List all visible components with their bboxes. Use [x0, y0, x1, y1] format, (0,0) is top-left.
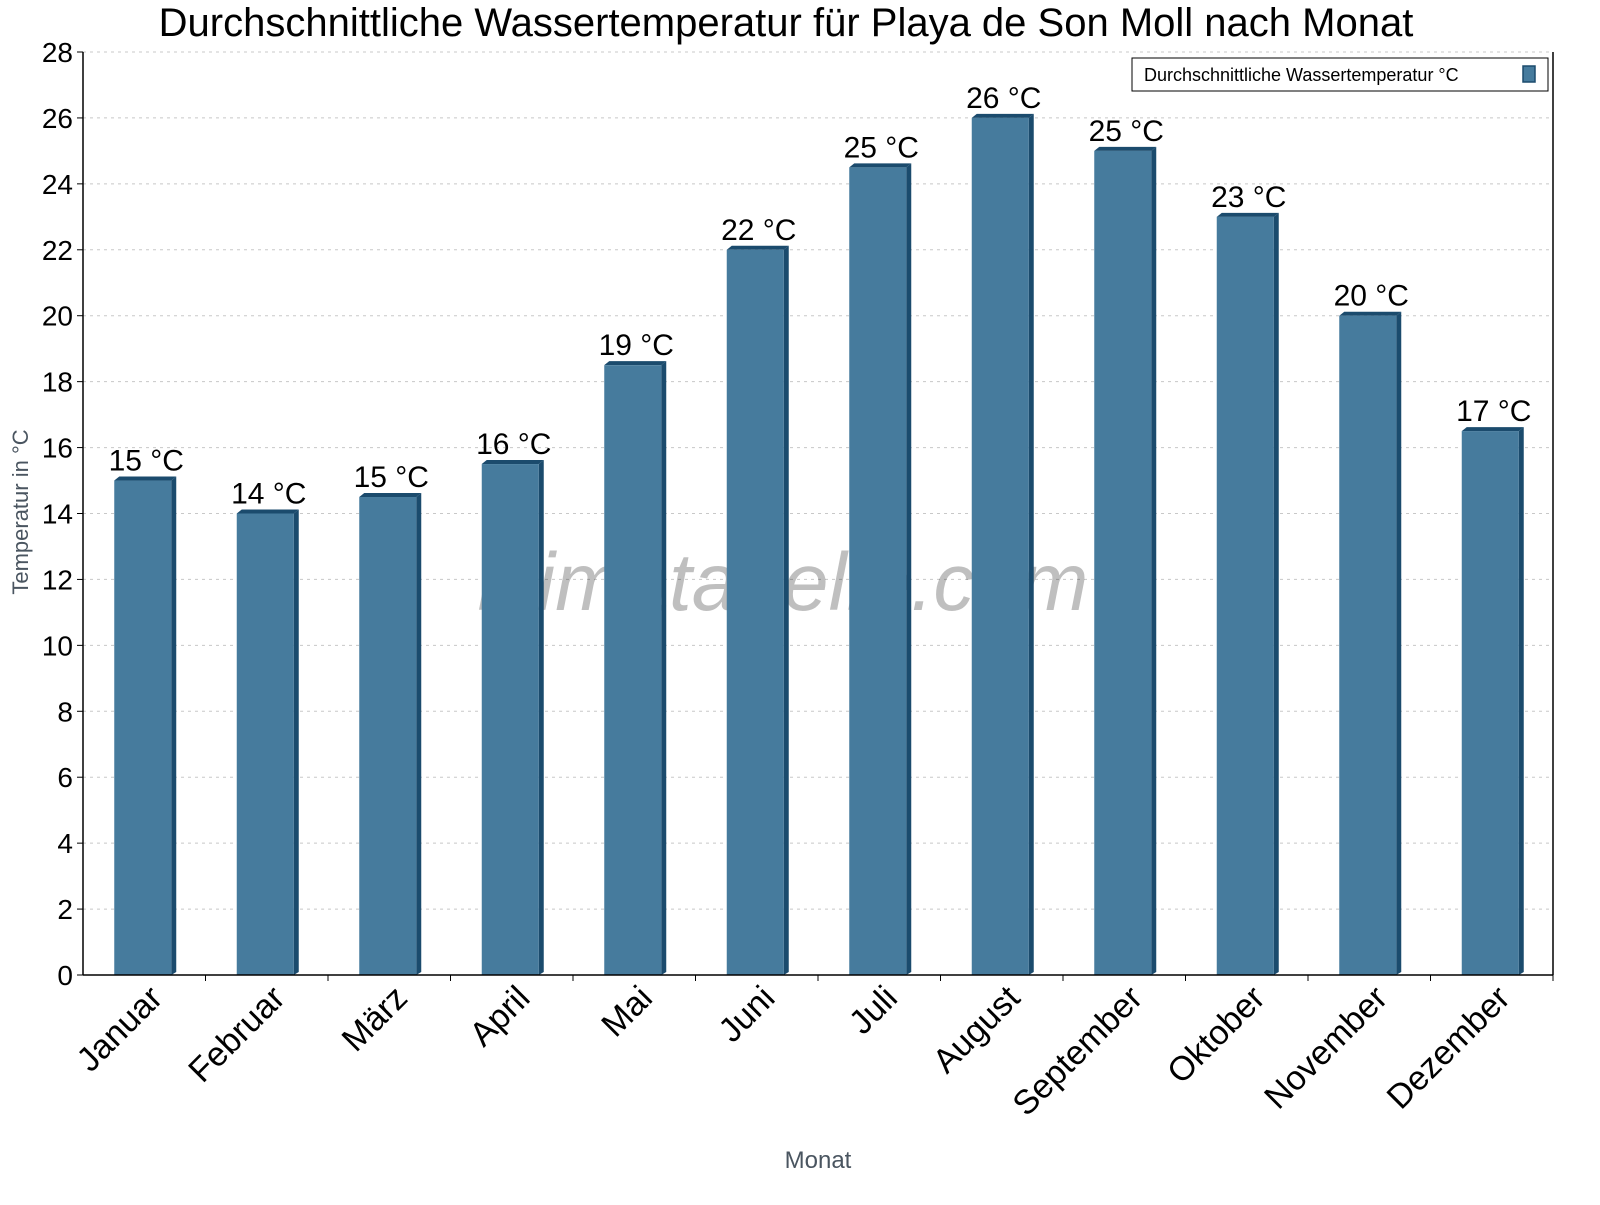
- legend-swatch: [1522, 65, 1536, 83]
- y-tick-label: 8: [57, 696, 73, 727]
- bar-side: [293, 509, 299, 975]
- bar-side: [1028, 113, 1034, 975]
- x-tick-label: Januar: [70, 979, 170, 1079]
- bar-side: [171, 476, 177, 975]
- bar-top: [236, 509, 299, 514]
- x-tick-label: März: [335, 979, 415, 1059]
- bar: [1216, 216, 1274, 976]
- y-tick-label: 0: [57, 960, 73, 991]
- data-label: 16 °C: [476, 428, 551, 461]
- bar-side: [1273, 212, 1279, 976]
- bar: [359, 497, 417, 975]
- y-tick-label: 22: [42, 235, 73, 266]
- bar: [114, 480, 172, 975]
- bar: [1461, 431, 1519, 975]
- x-tick-label: April: [462, 979, 537, 1054]
- bar-side: [783, 245, 789, 976]
- legend-box: [1131, 57, 1549, 92]
- x-tick-label: August: [926, 978, 1028, 1080]
- y-tick-label: 10: [42, 630, 73, 661]
- legend: Durchschnittliche Wassertemperatur °C: [1131, 57, 1549, 92]
- data-label: 23 °C: [1211, 181, 1286, 214]
- y-tick-label: 16: [42, 433, 73, 464]
- x-axis-label: Monat: [785, 1147, 852, 1174]
- x-tick-label: Oktober: [1160, 979, 1272, 1091]
- y-tick-label: 2: [57, 894, 73, 925]
- data-label: 22 °C: [721, 214, 796, 247]
- y-tick-label: 12: [42, 564, 73, 595]
- x-tick-label: Juli: [842, 979, 905, 1042]
- x-tick-label: Dezember: [1380, 979, 1518, 1117]
- y-tick-label: 26: [42, 103, 73, 134]
- data-label: 20 °C: [1334, 280, 1409, 313]
- bar-side: [906, 163, 912, 975]
- bar-side: [538, 460, 544, 975]
- data-label: 25 °C: [1089, 115, 1164, 148]
- bar: [726, 249, 784, 976]
- y-tick-label: 20: [42, 301, 73, 332]
- bar-top: [114, 476, 177, 481]
- y-tick-label: 4: [57, 828, 73, 859]
- gridlines: [83, 51, 1553, 910]
- bar-side: [1518, 427, 1524, 975]
- data-label: 14 °C: [231, 478, 306, 511]
- y-tick-label: 28: [42, 37, 73, 68]
- bar-top: [1216, 212, 1279, 217]
- bar: [1094, 150, 1152, 976]
- bar: [1339, 315, 1397, 975]
- data-label: 26 °C: [966, 82, 1041, 115]
- bar-top: [1094, 146, 1157, 151]
- bar-side: [1396, 311, 1402, 975]
- y-tick-label: 6: [57, 762, 73, 793]
- y-tick-label: 18: [42, 367, 73, 398]
- bar-top: [604, 361, 667, 366]
- bars: 15 °C 14 °C 15 °C 16 °C 19 °C 22 °C 25 °C 26 °C…: [109, 82, 1531, 976]
- bar: [971, 117, 1029, 975]
- bar-top: [1461, 427, 1524, 432]
- bar-side: [1151, 146, 1157, 976]
- x-tick-label: Februar: [181, 979, 292, 1090]
- bar: [604, 365, 662, 975]
- bar-top: [1339, 311, 1402, 316]
- x-tick-label: Juni: [711, 979, 782, 1050]
- bar-side: [661, 361, 667, 975]
- data-label: 15 °C: [109, 445, 184, 478]
- data-label: 19 °C: [599, 329, 674, 362]
- bar: [236, 513, 294, 975]
- bar: [481, 464, 539, 975]
- legend-label: Durchschnittliche Wassertemperatur °C: [1144, 65, 1459, 85]
- bar-top: [849, 163, 912, 168]
- bar-top: [481, 460, 544, 465]
- y-tick-label: 14: [42, 499, 73, 530]
- bar: [849, 167, 907, 975]
- x-tick-label: November: [1257, 979, 1395, 1117]
- bar-side: [416, 493, 422, 975]
- data-label: 15 °C: [354, 461, 429, 494]
- data-label: 17 °C: [1456, 395, 1531, 428]
- x-tick-label: September: [1005, 979, 1149, 1123]
- bar-top: [971, 113, 1034, 118]
- y-tick-label: 24: [42, 169, 73, 200]
- bar-top: [359, 493, 422, 498]
- chart-title: Durchschnittliche Wassertemperatur für P…: [159, 1, 1414, 45]
- data-label: 25 °C: [844, 131, 919, 164]
- bar-top: [726, 245, 789, 250]
- x-tick-label: Mai: [594, 979, 660, 1045]
- y-axis-label: Temperatur in °C: [8, 429, 33, 594]
